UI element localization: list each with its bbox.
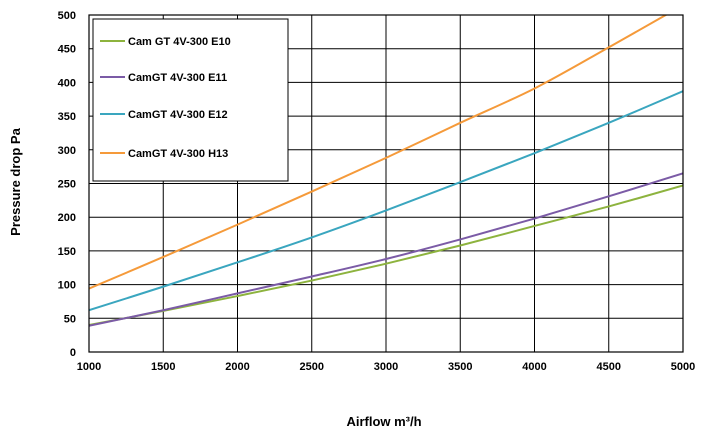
legend-box [92,18,289,182]
y-tick-label: 200 [58,212,76,224]
series-line-0 [89,184,683,327]
legend-label: CamGT 4V-300 H13 [128,148,228,160]
y-tick-label: 100 [58,280,76,292]
series-line-3 [89,15,668,290]
y-axis-title: Pressure drop Pa [8,127,23,235]
y-tick-label: 50 [64,313,76,325]
plot-frame [88,14,684,353]
y-tick-label: 450 [58,44,76,56]
y-tick-label: 350 [58,111,76,123]
x-tick-label: 1000 [77,361,101,373]
y-tick-label: 500 [58,10,76,22]
legend: Cam GT 4V-300 E10 CamGT 4V-300 E11 CamGT 4… [92,18,289,182]
x-tick-label: 4500 [597,361,621,373]
x-tick-label: 3000 [374,361,398,373]
tick-labels: 1000 1500 2000 2500 3000 3500 4000 4500 5000 0 50 1… [58,10,696,373]
legend-item: CamGT 4V-300 E11 [100,72,227,84]
legend-item: CamGT 4V-300 H13 [100,148,228,160]
y-tick-label: 250 [58,179,76,191]
x-tick-label: 3500 [448,361,472,373]
x-tick-label: 4000 [522,361,546,373]
y-tick-label: 300 [58,145,76,157]
y-tick-label: 0 [70,347,76,359]
series-line-1 [89,172,683,327]
legend-item: Cam GT 4V-300 E10 [100,36,231,48]
x-tick-label: 2000 [225,361,249,373]
x-tick-label: 2500 [300,361,324,373]
series-layer [89,15,683,327]
legend-label: CamGT 4V-300 E11 [128,72,227,84]
legend-label: Cam GT 4V-300 E10 [128,36,231,48]
series-line-2 [89,90,683,312]
x-axis-title: Airflow m³/h [346,414,421,429]
x-tick-label: 5000 [671,361,695,373]
grid [88,14,684,353]
x-tick-label: 1500 [151,361,175,373]
y-tick-label: 400 [58,77,76,89]
legend-item: CamGT 4V-300 E12 [100,109,228,121]
y-tick-label: 150 [58,246,76,258]
legend-label: CamGT 4V-300 E12 [128,109,228,121]
